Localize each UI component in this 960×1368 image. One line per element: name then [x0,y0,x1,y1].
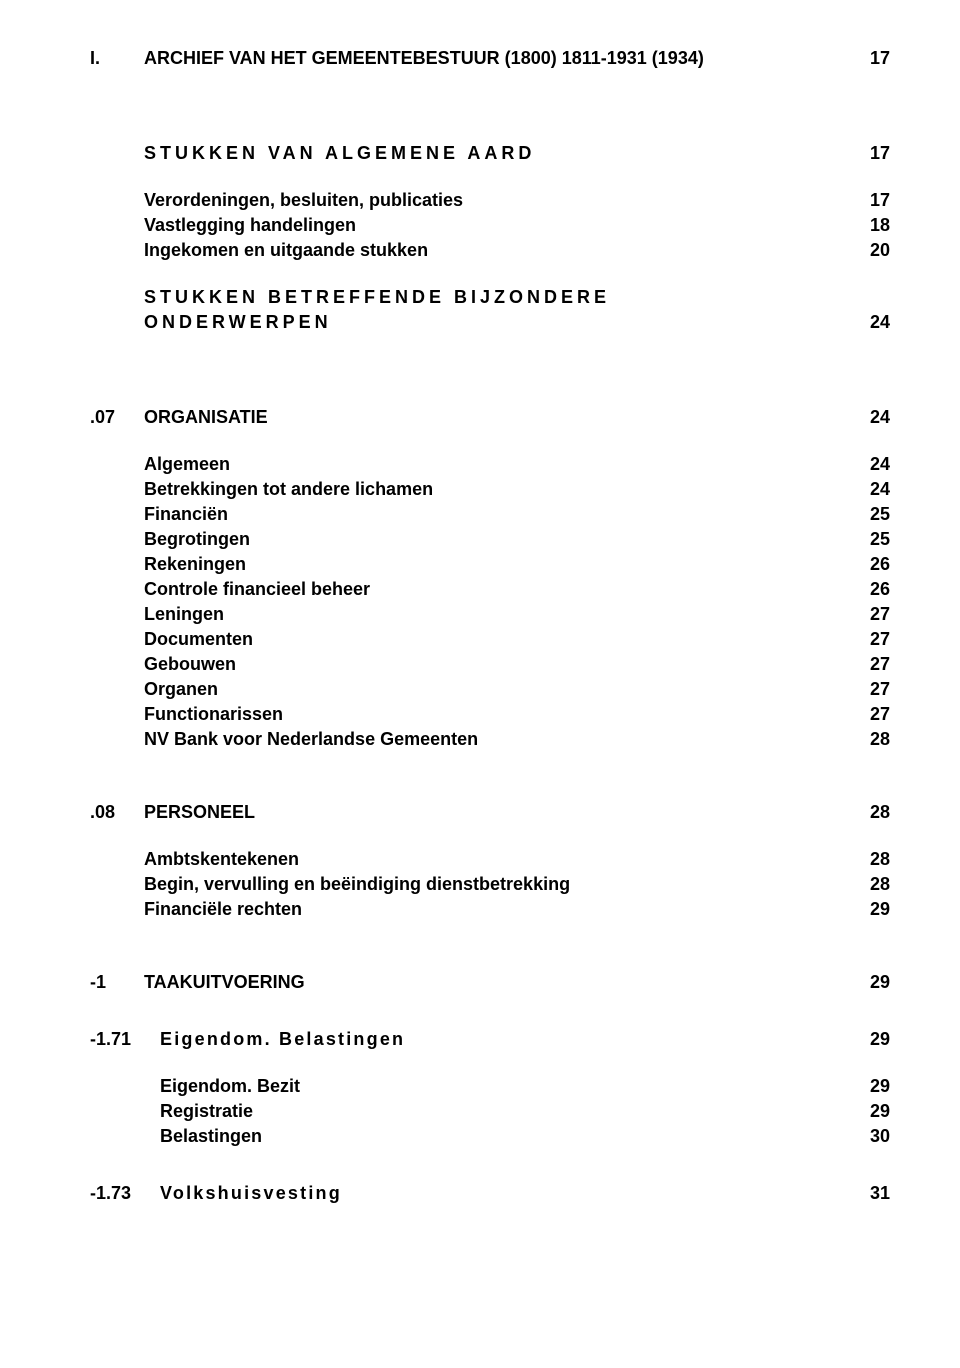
sec07-code: .07 [90,407,144,428]
list-item-page: 29 [850,1076,890,1097]
sec-taak-code: -1 [90,972,144,993]
sec173-row: -1.73 Volkshuisvesting 31 [90,1183,890,1204]
list-item: Vastlegging handelingen18 [90,215,890,236]
block1-heading: STUKKEN VAN ALGEMENE AARD [144,143,850,164]
title-page: 17 [850,48,890,69]
list-item: NV Bank voor Nederlandse Gemeenten28 [90,729,890,750]
list-item-text: Functionarissen [144,704,850,725]
title-text: ARCHIEF VAN HET GEMEENTEBESTUUR (1800) 1… [144,48,850,69]
list-item: Betrekkingen tot andere lichamen24 [90,479,890,500]
list-item-page: 28 [850,849,890,870]
title-row: I. ARCHIEF VAN HET GEMEENTEBESTUUR (1800… [90,48,890,69]
list-item-text: Rekeningen [144,554,850,575]
sec-taak-page: 29 [850,972,890,993]
list-item-page: 27 [850,629,890,650]
list-item: Financiële rechten29 [90,899,890,920]
list-item-page: 27 [850,654,890,675]
list-item: Controle financieel beheer26 [90,579,890,600]
list-item-page: 27 [850,604,890,625]
list-item-page: 29 [850,899,890,920]
sec173-code: -1.73 [90,1183,160,1204]
list-item-text: Verordeningen, besluiten, publicaties [144,190,850,211]
list-item-text: Documenten [144,629,850,650]
list-item: Begrotingen25 [90,529,890,550]
sec08-page: 28 [850,802,890,823]
list-item-page: 27 [850,679,890,700]
block1-heading-row: STUKKEN VAN ALGEMENE AARD 17 [90,143,890,164]
list-item: Eigendom. Bezit29 [90,1076,890,1097]
list-item: Financiën25 [90,504,890,525]
list-item-page: 24 [850,479,890,500]
list-item-text: Vastlegging handelingen [144,215,850,236]
list-item-page: 17 [850,190,890,211]
list-item-text: Eigendom. Bezit [160,1076,850,1097]
list-item: Rekeningen26 [90,554,890,575]
list-item-page: 27 [850,704,890,725]
list-item-text: NV Bank voor Nederlandse Gemeenten [144,729,850,750]
list-item: Algemeen24 [90,454,890,475]
list-item-page: 25 [850,504,890,525]
list-item-text: Begrotingen [144,529,850,550]
list-item-page: 29 [850,1101,890,1122]
list-item-text: Controle financieel beheer [144,579,850,600]
list-item-page: 25 [850,529,890,550]
sec171-page: 29 [850,1029,890,1050]
list-item-page: 20 [850,240,890,261]
list-item-page: 24 [850,454,890,475]
list-item-text: Financiële rechten [144,899,850,920]
list-item: Ingekomen en uitgaande stukken20 [90,240,890,261]
sec-taak-text: TAAKUITVOERING [144,972,850,993]
sec171-code: -1.71 [90,1029,160,1050]
list-item-text: Leningen [144,604,850,625]
list-item-text: Belastingen [160,1126,850,1147]
block2-heading-page: 24 [850,312,890,333]
list-item: Belastingen30 [90,1126,890,1147]
sec08-row: .08 PERSONEEL 28 [90,802,890,823]
sec171-text: Eigendom. Belastingen [160,1029,850,1050]
block1-heading-page: 17 [850,143,890,164]
block2-heading-line1-row: STUKKEN BETREFFENDE BIJZONDERE [90,287,890,308]
list-item-page: 28 [850,874,890,895]
sec07-row: .07 ORGANISATIE 24 [90,407,890,428]
block2-heading-line1: STUKKEN BETREFFENDE BIJZONDERE [144,287,850,308]
sec08-code: .08 [90,802,144,823]
list-item-page: 26 [850,554,890,575]
list-item: Gebouwen27 [90,654,890,675]
list-item-text: Betrekkingen tot andere lichamen [144,479,850,500]
list-item: Functionarissen27 [90,704,890,725]
list-item-text: Ambtskentekenen [144,849,850,870]
sec08-text: PERSONEEL [144,802,850,823]
sec-taak-row: -1 TAAKUITVOERING 29 [90,972,890,993]
list-item: Documenten27 [90,629,890,650]
list-item: Ambtskentekenen28 [90,849,890,870]
list-item-page: 26 [850,579,890,600]
sec173-page: 31 [850,1183,890,1204]
title-code: I. [90,48,144,69]
list-item-page: 30 [850,1126,890,1147]
list-item-page: 28 [850,729,890,750]
list-item-text: Financiën [144,504,850,525]
sec173-text: Volkshuisvesting [160,1183,850,1204]
sec07-page: 24 [850,407,890,428]
list-item: Leningen27 [90,604,890,625]
list-item: Verordeningen, besluiten, publicaties17 [90,190,890,211]
list-item-text: Ingekomen en uitgaande stukken [144,240,850,261]
block2-heading-line2-row: ONDERWERPEN 24 [90,312,890,333]
list-item: Registratie29 [90,1101,890,1122]
sec171-row: -1.71 Eigendom. Belastingen 29 [90,1029,890,1050]
list-item-text: Organen [144,679,850,700]
list-item: Begin, vervulling en beëindiging dienstb… [90,874,890,895]
sec07-text: ORGANISATIE [144,407,850,428]
list-item-text: Begin, vervulling en beëindiging dienstb… [144,874,850,895]
list-item-text: Gebouwen [144,654,850,675]
list-item-page: 18 [850,215,890,236]
list-item-text: Registratie [160,1101,850,1122]
block2-heading-line2: ONDERWERPEN [144,312,850,333]
list-item-text: Algemeen [144,454,850,475]
list-item: Organen27 [90,679,890,700]
